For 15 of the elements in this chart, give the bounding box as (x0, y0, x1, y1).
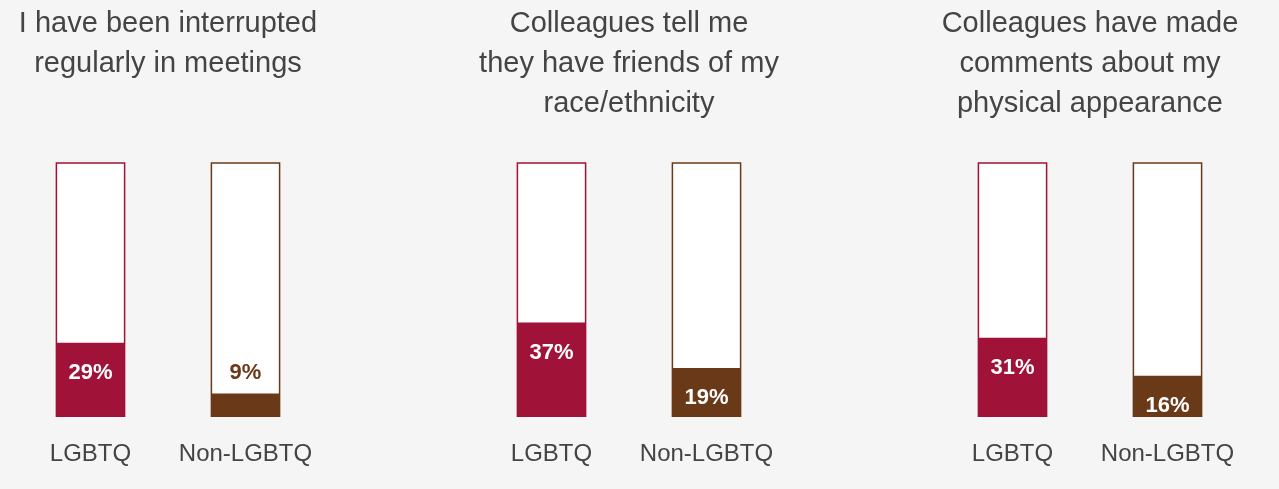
x-tick-label: Non-LGBTQ (639, 439, 774, 467)
data-label: 31% (990, 353, 1035, 379)
chart-title: Colleagues have made comments about my physical appearance (940, 5, 1240, 120)
x-tick-label: Non-LGBTQ (1100, 439, 1235, 467)
x-tick-label: Non-LGBTQ (178, 439, 313, 467)
data-label: 29% (68, 358, 113, 384)
x-tick-label: LGBTQ (49, 439, 132, 467)
chart-title: Colleagues tell me they have friends of my race/ethnicity (479, 5, 779, 120)
x-tick-label: LGBTQ (971, 439, 1054, 467)
data-label: 19% (684, 384, 729, 410)
data-label: 9% (229, 359, 262, 385)
data-label: 16% (1145, 391, 1190, 417)
data-label: 37% (529, 338, 574, 364)
chart-title: I have been interrupted regularly in meetings (18, 5, 318, 80)
x-tick-label: LGBTQ (510, 439, 593, 467)
